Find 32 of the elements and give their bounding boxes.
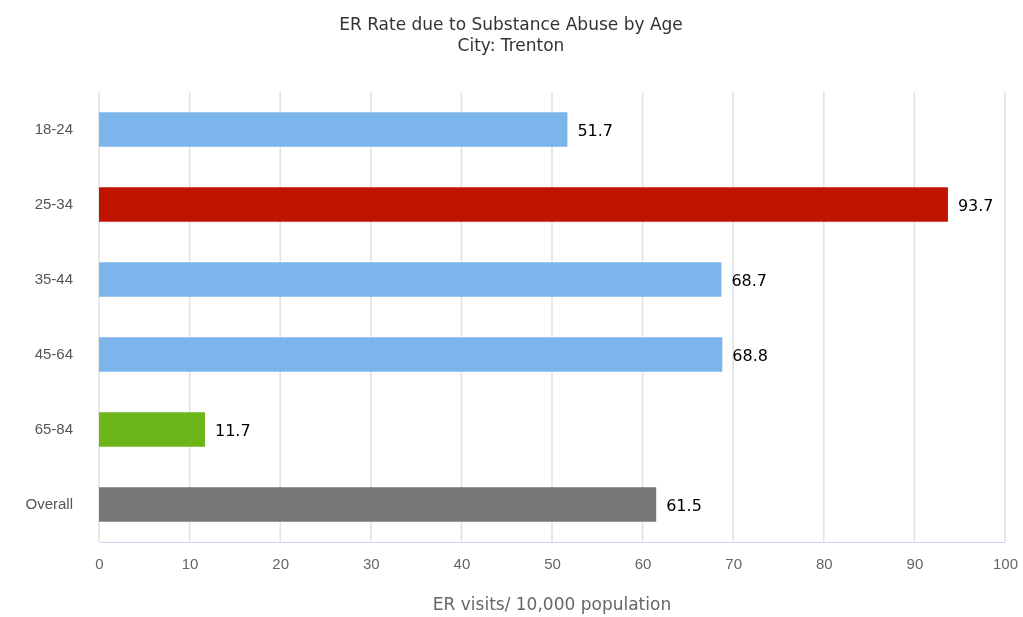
chart-title: ER Rate due to Substance Abuse by Age [339, 14, 683, 34]
x-tick-label: 90 [906, 554, 924, 572]
bar [99, 412, 205, 447]
x-tick-label: 70 [725, 554, 743, 572]
bar [99, 262, 722, 297]
x-axis-title: ER visits/ 10,000 population [432, 594, 672, 614]
x-tick-label: 0 [95, 554, 104, 572]
x-tick-label: 60 [634, 554, 652, 572]
data-label: 68.8 [732, 345, 768, 365]
y-tick-label: 25-34 [34, 195, 73, 213]
x-tick-label: 80 [815, 554, 833, 572]
y-tick-label: 45-64 [34, 345, 73, 363]
data-label: 11.7 [215, 420, 251, 440]
x-tick-label: 100 [992, 554, 1019, 572]
x-tick-label: 30 [362, 554, 380, 572]
data-label: 61.5 [666, 495, 702, 515]
x-tick-label: 50 [544, 554, 561, 572]
y-tick-label: Overall [25, 495, 73, 513]
bar [99, 337, 723, 372]
chart-subtitle: City: Trenton [457, 35, 565, 55]
x-tick-label: 40 [453, 554, 471, 572]
x-tick-label: 20 [272, 554, 290, 572]
bar [99, 187, 948, 222]
y-tick-label: 18-24 [34, 120, 73, 138]
bar [99, 112, 568, 147]
data-label: 68.7 [731, 270, 768, 290]
data-label: 51.7 [577, 120, 614, 140]
x-tick-label: 10 [181, 554, 199, 572]
bar [99, 487, 657, 522]
y-tick-label: 65-84 [34, 420, 73, 438]
data-label: 93.7 [957, 195, 994, 215]
y-tick-label: 35-44 [34, 270, 73, 288]
